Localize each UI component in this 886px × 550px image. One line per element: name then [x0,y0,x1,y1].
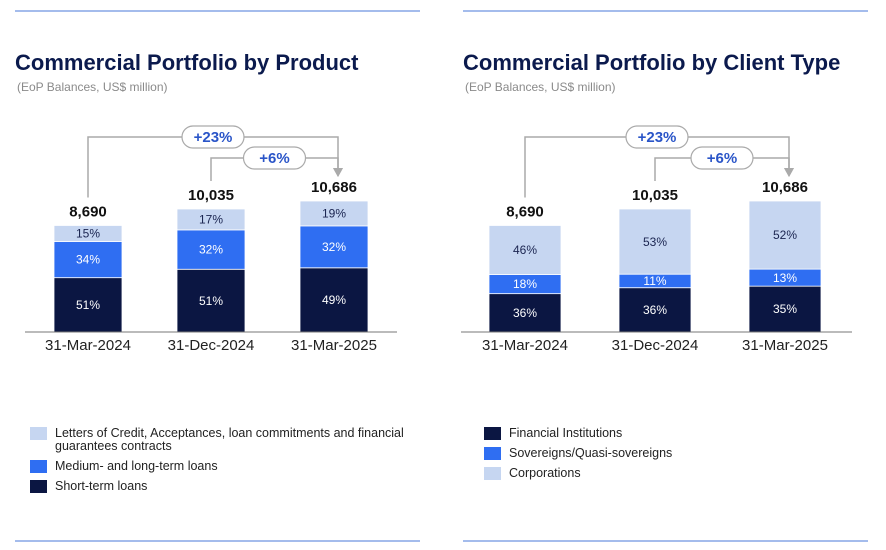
segment-label: 17% [199,213,223,227]
bar-segment [748,285,822,333]
x-tick-label: 31-Mar-2024 [45,337,131,354]
bar-segment [618,208,692,275]
segment-label: 36% [513,306,537,320]
segment-label: 46% [513,243,537,257]
arrow-head [784,168,794,177]
legend: Letters of Credit, Acceptances, loan com… [30,427,430,500]
total-label: 10,035 [188,187,234,204]
legend: Financial Institutions Sovereigns/Quasi-s… [484,427,864,487]
x-tick-label: 31-Mar-2025 [291,337,377,354]
bar-segment [488,293,562,333]
chart-subtitle: (EoP Balances, US$ million) [17,80,168,94]
segment-label: 32% [199,243,223,257]
segment-label: 19% [322,207,346,221]
segment-label: 35% [773,302,797,316]
legend-label: Letters of Credit, Acceptances, loan com… [55,426,404,453]
chart-title: Commercial Portfolio by Client Type [463,50,840,75]
legend-swatch [30,480,47,493]
annotation: +23% [638,129,677,146]
total-label: 10,686 [311,179,357,196]
legend-swatch [484,427,501,440]
x-tick-label: 31-Mar-2025 [742,337,828,354]
segment-label: 52% [773,228,797,242]
legend-label: Sovereigns/Quasi-sovereigns [509,446,673,460]
legend-swatch [30,427,47,440]
bar-segment [618,287,692,333]
segment-label: 13% [773,271,797,285]
annotation-pill [690,146,754,170]
legend-item: Corporations [484,467,864,480]
total-label: 10,686 [762,179,808,196]
bar-segment [53,277,123,333]
annotation-pill [181,125,245,149]
bar-segment [299,200,369,227]
total-label: 8,690 [69,203,107,220]
segment-label: 15% [76,227,100,241]
legend-label: Financial Institutions [509,426,623,440]
segment-label: 49% [322,293,346,307]
arrow-head [333,168,343,177]
annotation: +6% [707,150,737,167]
legend-item: Short-term loans [30,480,430,493]
legend-swatch [30,460,47,473]
x-tick-label: 31-Dec-2024 [612,337,699,354]
segment-label: 34% [76,253,100,267]
segment-label: 36% [643,303,667,317]
legend-item: Medium- and long-term loans [30,460,430,473]
segment-label: 11% [643,274,666,288]
chart-title: Commercial Portfolio by Product [15,50,359,75]
legend-label: Corporations [509,466,581,480]
legend-swatch [484,447,501,460]
bar-segment [176,208,246,231]
annotation-pill [242,146,307,170]
x-tick-label: 31-Dec-2024 [168,337,255,354]
chart-subtitle: (EoP Balances, US$ million) [465,80,616,94]
bar-segment [299,225,369,269]
annotation: +23% [194,129,233,146]
annotation-pill [625,125,689,149]
segment-label: 51% [76,298,100,312]
legend-swatch [484,467,501,480]
segment-label: 18% [513,277,537,291]
segment-label: 32% [322,240,346,254]
legend-item: Sovereigns/Quasi-sovereigns [484,447,864,460]
bar-segment [748,200,822,270]
total-label: 10,035 [632,187,678,204]
bar-segment [488,225,562,275]
legend-item: Financial Institutions [484,427,864,440]
segment-label: 51% [199,294,223,308]
bar-segment [53,225,123,242]
total-label: 8,690 [506,203,544,220]
x-tick-label: 31-Mar-2024 [482,337,568,354]
legend-item: Letters of Credit, Acceptances, loan com… [30,427,430,453]
legend-label: Medium- and long-term loans [55,459,218,473]
segment-label: 53% [643,235,667,249]
annotation: +6% [259,150,289,167]
legend-label: Short-term loans [55,479,148,493]
